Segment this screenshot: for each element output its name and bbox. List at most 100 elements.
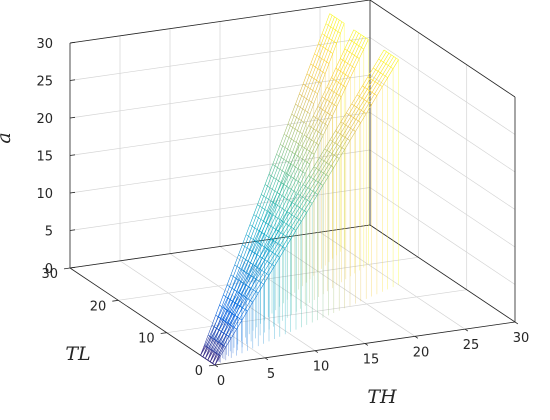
mesh-segment [253,268,260,278]
mesh-segment [286,176,292,187]
mesh-segment [266,264,273,274]
mesh-segment [331,30,336,41]
mesh-cross [291,113,307,125]
mesh-segment [329,91,335,102]
mesh-segment [343,114,349,124]
mesh-segment [327,40,332,51]
mesh-segment [326,141,333,151]
mesh-segment [213,329,220,340]
mesh-segment [273,218,279,228]
mesh-segment [350,119,357,129]
mesh-segment [322,112,328,123]
mesh-segment [323,50,329,61]
mesh-segment [246,262,251,273]
mesh-segment [289,204,295,214]
mesh-segment [321,48,326,59]
mesh-segment [351,94,358,105]
mesh-segment [313,93,318,104]
floor-grid-line [166,289,467,334]
mesh-segment [236,294,242,305]
mesh-segment [212,328,217,339]
mesh-segment [275,169,281,180]
mesh-segment [276,182,282,193]
mesh-segment [218,307,224,318]
x-tick-label: 0 [217,374,225,389]
mesh-segment [271,165,276,177]
mesh-cross [344,48,360,59]
mesh-segment [223,284,228,296]
mesh-cross [295,103,311,115]
mesh-segment [280,134,285,145]
mesh-segment [259,259,265,269]
mesh-segment [304,201,311,211]
mesh-segment [209,352,216,362]
mesh-segment [267,240,274,250]
mesh-segment [248,264,254,275]
mesh-cross [321,33,337,44]
mesh-segment [343,76,349,86]
mesh-segment [319,148,325,158]
mesh-segment [257,284,264,294]
mesh-segment [291,179,297,190]
mesh-segment [315,107,321,118]
mesh-segment [249,239,254,250]
mesh-segment [272,231,279,241]
mesh-segment [370,69,376,79]
mesh-segment [326,90,332,101]
mesh-segment [227,313,233,324]
mesh-segment [252,254,258,265]
mesh-segment [279,248,286,258]
mesh-segment [361,89,368,99]
mesh-segment [231,303,236,314]
mesh-segment [341,87,347,98]
mesh-segment [207,337,213,348]
mesh-segment [263,224,269,235]
mesh-cross [280,144,295,155]
mesh-segment [320,111,326,121]
mesh-segment [284,239,291,249]
mesh-segment [279,184,285,195]
mesh-segment [326,77,332,88]
mesh-segment [316,70,321,81]
mesh-cross [272,164,288,175]
mesh-cross [281,220,297,231]
mesh-segment [305,113,311,124]
mesh-segment [337,123,344,133]
mesh-cross [277,192,292,203]
mesh-segment [245,274,250,285]
mesh-segment [272,192,278,203]
mesh-cross [248,274,264,285]
mesh-segment [282,211,288,222]
mesh-segment [377,62,384,72]
mesh-segment [223,324,230,334]
mesh-segment [360,113,367,123]
mesh-segment [275,206,281,217]
x-tick-label: 10 [313,360,330,375]
mesh-segment [268,214,274,225]
mesh-segment [224,298,229,309]
z-tick-mark [69,154,76,156]
mesh-cross [259,256,275,267]
z-axis-label: a [0,132,15,143]
z-tick-label: 5 [45,225,53,240]
mesh-segment [334,133,341,144]
mesh-segment [264,174,270,185]
mesh-segment [293,207,300,217]
mesh-segment [288,127,293,138]
mesh-segment [322,87,328,97]
mesh-segment [339,137,346,147]
mesh-segment [244,236,249,247]
side-grid-line [369,187,516,285]
mesh-segment [335,58,341,69]
mesh-segment [290,115,295,126]
mesh-segment [323,164,330,174]
mesh-segment [301,85,306,96]
mesh-segment [258,207,263,218]
mesh-segment [286,214,292,224]
mesh-segment [323,151,330,162]
mesh-segment [277,195,283,206]
mesh-segment [314,183,321,193]
mesh-segment [284,162,289,173]
mesh-segment [382,77,388,87]
mesh-segment [375,60,382,70]
